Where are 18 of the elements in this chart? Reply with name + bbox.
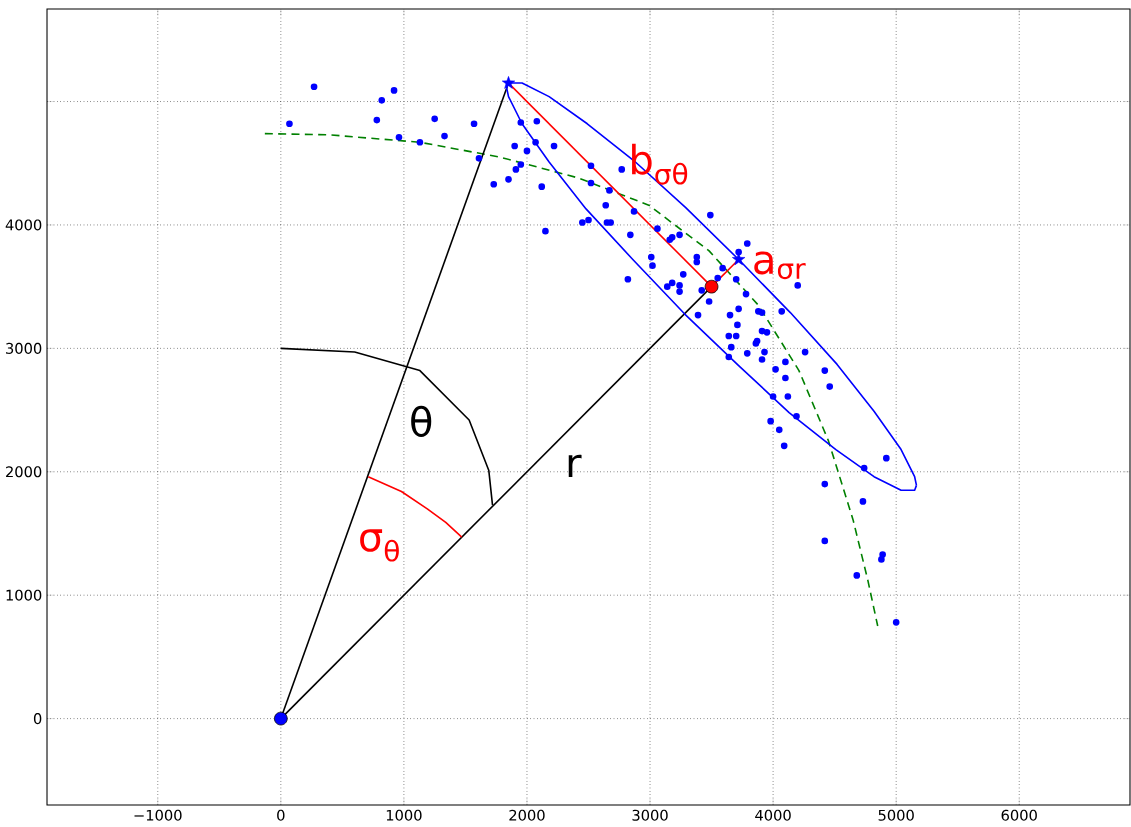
x-tick-label: 3000 xyxy=(632,809,668,821)
y-tick-label: 3000 xyxy=(6,342,42,354)
annotation: b$_{σθ}$ xyxy=(632,143,688,185)
x-tick-label: 0 xyxy=(277,809,285,821)
annotation: a$_{σr}$ xyxy=(754,251,806,280)
x-tick-label: 1000 xyxy=(386,809,422,821)
x-tick-label: 6000 xyxy=(1001,809,1037,821)
x-tick-label: 2000 xyxy=(509,809,545,821)
y-tick-label: 1000 xyxy=(6,589,42,601)
annotation: σ$_{θ}$ xyxy=(360,529,399,562)
x-tick-label: 4000 xyxy=(755,809,791,821)
annotation: θ xyxy=(411,405,432,437)
y-tick-label: 4000 xyxy=(5,219,42,231)
x-tick-label: 5000 xyxy=(878,809,914,821)
x-tick-label: −1000 xyxy=(134,809,182,821)
y-tick-label: 2000 xyxy=(6,466,42,478)
y-tick-label: 0 xyxy=(33,713,42,725)
annotation: r xyxy=(568,454,582,478)
